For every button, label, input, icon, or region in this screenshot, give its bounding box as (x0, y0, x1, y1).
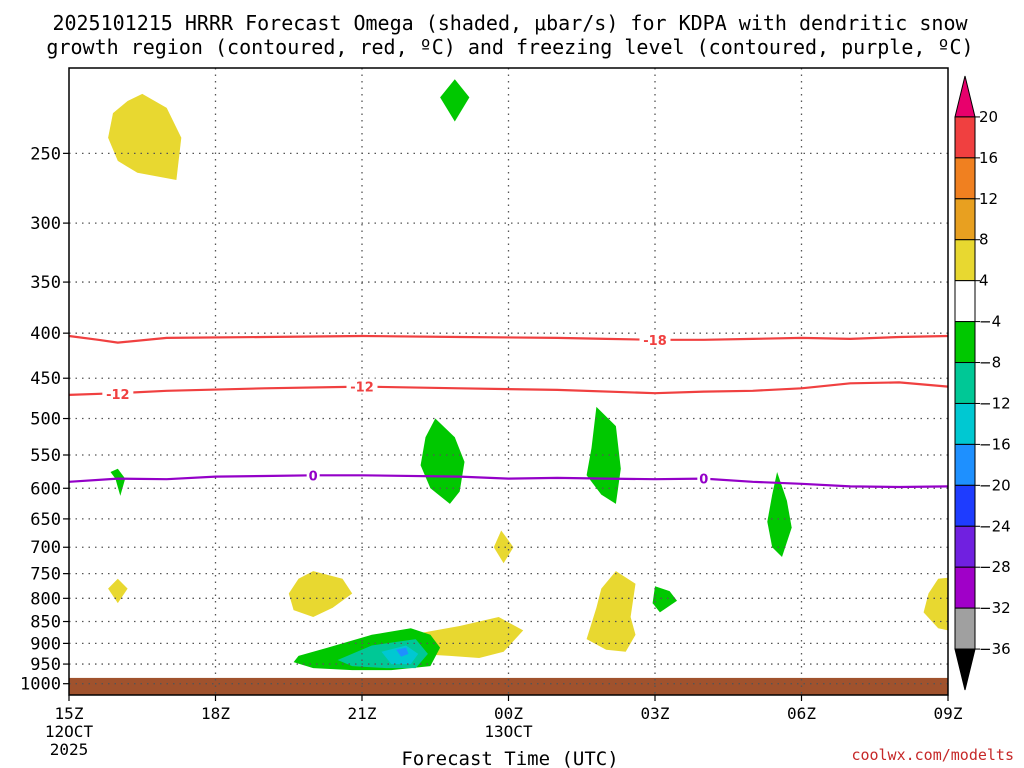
x-tick-label-06Z: 06Z (787, 704, 816, 723)
x-axis-title: Forecast Time (UTC) (401, 748, 618, 768)
colorbar-swatch-11 (954, 525, 976, 568)
x-tick-label-00Z: 00Z (494, 704, 523, 723)
title-line-2: growth region (contoured, red, ºC) and f… (46, 35, 973, 59)
contour-label-freezing-level-3: 0 (309, 469, 318, 484)
colorbar-swatch-8 (954, 402, 976, 445)
y-tick-label-900: 900 (30, 634, 61, 654)
y-axis: 2503003504004505005506006507007508008509… (20, 144, 69, 695)
y-tick-label-350: 350 (30, 273, 61, 293)
omega-pos-lower3 (586, 571, 636, 652)
omega-neg-top (440, 79, 470, 122)
contour-label-dgz-minus12-2: -12 (350, 381, 374, 396)
y-tick-label-650: 650 (30, 510, 61, 530)
contour-dgz-minus12 (68, 381, 949, 396)
x-tick-label-03Z: 03Z (641, 704, 670, 723)
y-tick-label-1000: 1000 (20, 675, 61, 695)
y-tick-label-450: 450 (30, 369, 61, 389)
colorbar-label-13: −36 (979, 640, 1011, 658)
x-tick-date-15Z: 12OCT (45, 722, 94, 741)
colorbar-swatch-4 (954, 239, 976, 282)
title-line-1: 2025101215 HRRR Forecast Omega (shaded, … (52, 11, 968, 35)
colorbar-label-10: −24 (979, 517, 1011, 535)
colorbar-swatch-bottom (954, 648, 976, 691)
y-tick-label-550: 550 (30, 446, 61, 466)
x-tick-label-21Z: 21Z (348, 704, 377, 723)
colorbar-label-5: −4 (979, 313, 1001, 331)
colorbar-swatch-top (954, 75, 976, 118)
y-tick-label-750: 750 (30, 565, 61, 585)
credit-link[interactable]: coolwx.com/modelts (851, 746, 1014, 764)
colorbar-label-4: 4 (979, 272, 989, 290)
colorbar-label-0: 20 (979, 108, 998, 126)
contour-label-freezing-level-4: 0 (699, 473, 708, 488)
omega-pos-lower1 (288, 571, 353, 617)
plot-area: -18 -12 -12 0 0 (68, 67, 949, 696)
y-tick-label-850: 850 (30, 613, 61, 633)
omega-pos-lower4 (923, 577, 948, 631)
y-tick-label-400: 400 (30, 324, 61, 344)
colorbar-swatch-13 (954, 607, 976, 650)
colorbar-label-1: 16 (979, 149, 998, 167)
colorbar-swatch-3 (954, 198, 976, 241)
y-tick-label-250: 250 (30, 144, 61, 164)
y-tick-label-300: 300 (30, 214, 61, 234)
contour-label-dgz-minus12-1: -12 (106, 388, 130, 403)
contour-label-bg-4 (697, 470, 711, 486)
omega-pos-small-mid (493, 530, 514, 564)
x-tick-label-09Z: 09Z (934, 704, 963, 723)
colorbar: 20 16 12 8 4 −4 −8 −12 −16 −20 −24 −28 −32 −36 (954, 75, 1011, 691)
y-tick-label-500: 500 (30, 410, 61, 430)
omega-neg-right (767, 472, 792, 557)
contour-dgz-minus18 (68, 334, 949, 344)
omega-neg-left-small (110, 468, 126, 496)
contour-label-bg-1 (102, 386, 134, 402)
colorbar-swatch-1 (954, 116, 976, 159)
colorbar-swatch-12 (954, 566, 976, 609)
colorbar-swatch-9 (954, 443, 976, 486)
colorbar-swatch-7 (954, 362, 976, 404)
contour-label-bg-0 (639, 331, 671, 347)
x-tick-year-15Z: 2025 (50, 740, 89, 759)
omega-neg16-core (396, 647, 409, 657)
omega-pos-upper-left (108, 93, 182, 180)
x-tick-label-18Z: 18Z (201, 704, 230, 723)
contour-label-dgz-minus18-0: -18 (643, 334, 667, 349)
omega-neg-mid1 (420, 418, 465, 504)
colorbar-label-12: −32 (979, 599, 1011, 617)
omega-pos-left-small (108, 578, 128, 604)
colorbar-label-7: −12 (979, 394, 1011, 412)
colorbar-swatch-2 (954, 157, 976, 200)
colorbar-label-2: 12 (979, 190, 998, 208)
colorbar-label-8: −16 (979, 435, 1011, 453)
x-tick-date-00Z: 13OCT (484, 722, 533, 741)
y-tick-label-950: 950 (30, 655, 61, 675)
colorbar-label-3: 8 (979, 231, 989, 249)
contour-label-bg-2 (346, 378, 378, 394)
colorbar-label-9: −20 (979, 476, 1011, 494)
colorbar-swatch-6 (954, 321, 976, 364)
contour-freezing-level (68, 474, 949, 489)
y-tick-label-800: 800 (30, 589, 61, 609)
colorbar-label-11: −28 (979, 558, 1011, 576)
contour-label-bg-3 (306, 467, 320, 483)
x-tick-label-15Z: 15Z (55, 704, 84, 723)
contour-labels: -18 -12 -12 0 0 (102, 331, 711, 488)
colorbar-swatch-10 (954, 484, 976, 527)
colorbar-label-6: −8 (979, 354, 1001, 372)
colorbar-swatch-5 (954, 280, 976, 323)
omega-neg-lower2 (652, 586, 677, 613)
contours-layer (68, 334, 949, 489)
y-tick-label-600: 600 (30, 479, 61, 499)
y-tick-label-700: 700 (30, 538, 61, 558)
